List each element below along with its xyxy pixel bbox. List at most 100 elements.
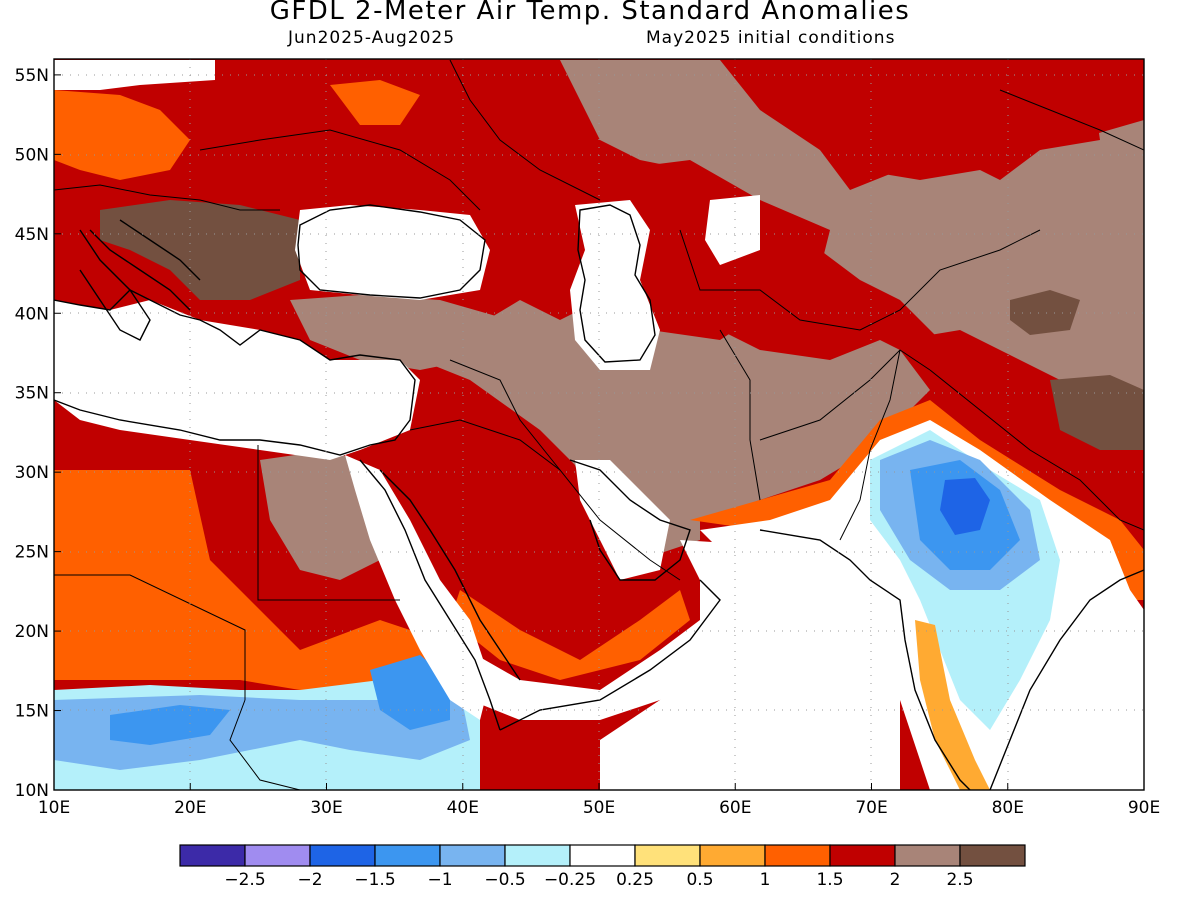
anomaly-region-europe-orange — [54, 90, 190, 180]
lon-tick-label: 30E — [310, 798, 342, 818]
colorbar-swatch — [699, 844, 766, 867]
anomaly-region-chad-blue — [110, 705, 230, 745]
lat-tick-label: 10N — [15, 781, 49, 801]
border-kazakh — [679, 229, 1041, 331]
colorbar-swatch — [504, 844, 571, 867]
mask-red-sea — [345, 455, 490, 720]
lon-tick-label: 80E — [992, 798, 1024, 818]
colorbar: −2.5 −2 −1.5 −1 −0.5 −0.25 0.25 0.5 1 1.5 2 2.5 — [179, 844, 1026, 890]
colorbar-label: 1 — [760, 870, 771, 890]
anomaly-region-sudan-blue — [370, 655, 450, 730]
colorbar-swatch — [309, 844, 376, 867]
lat-tick-label: 55N — [15, 66, 49, 86]
coastlines — [54, 204, 1144, 790]
anomaly-region-india-core — [940, 478, 990, 535]
coastline-caspian — [577, 204, 656, 363]
lat-tick-label: 50N — [15, 145, 49, 165]
coastline-mediterranean — [54, 289, 416, 456]
lat-tick-label: 15N — [15, 702, 49, 722]
border-himalaya — [929, 369, 1144, 531]
anomaly-region-tibet — [1050, 375, 1144, 450]
lon-tick-label: 10E — [38, 798, 70, 818]
colorbar-label: −2.5 — [224, 870, 265, 890]
coastline-black-sea — [297, 204, 486, 299]
colorbar-swatch — [894, 844, 961, 867]
mask-caspian — [570, 200, 660, 370]
anomaly-region-arabia-orange-rim — [450, 590, 690, 680]
border-sudan — [229, 699, 301, 790]
mask-persian-gulf — [575, 460, 670, 580]
lon-tick-label: 20E — [174, 798, 206, 818]
initial-conditions: May2025 initial conditions — [646, 28, 896, 48]
border-ukraine — [199, 129, 481, 211]
coastline-italy — [79, 229, 151, 341]
colorbar-label: 2 — [890, 870, 901, 890]
mask-black-sea — [295, 205, 490, 300]
anomaly-region-balkans — [100, 200, 300, 300]
mask-aral — [705, 195, 760, 265]
longitude-axis: 10E 20E 30E 40E 50E 60E 70E 80E 90E — [38, 783, 1160, 818]
anomaly-field — [54, 59, 1144, 790]
lat-tick-label: 30N — [15, 463, 49, 483]
colorbar-label: −0.25 — [544, 870, 596, 890]
colorbar-label: −0.5 — [484, 870, 525, 890]
anomaly-region-xinjiang — [1010, 290, 1080, 335]
coastline-india-east — [989, 569, 1144, 790]
latitude-axis: 10N 15N 20N 25N 30N 35N 40N 45N 50N 55N — [15, 66, 61, 801]
anomaly-region-yemen — [450, 620, 720, 720]
colorbar-swatch — [569, 844, 636, 867]
colorbar-swatch — [959, 844, 1026, 867]
border-europe — [54, 184, 280, 211]
colorbar-label: −2 — [297, 870, 322, 890]
coastline-gulf — [569, 459, 691, 581]
colorbar-swatch — [439, 844, 506, 867]
border-russia — [449, 59, 601, 201]
anomaly-region-sahel-blue — [54, 670, 470, 770]
coastline-arabia-south — [499, 579, 721, 731]
colorbar-swatch — [244, 844, 311, 867]
colorbar-label: 0.5 — [686, 870, 713, 890]
lat-tick-label: 35N — [15, 384, 49, 404]
colorbar-swatch — [374, 844, 441, 867]
mask-arabian-sea — [600, 540, 900, 790]
border-iran-iraq — [449, 359, 561, 471]
colorbar-label: −1 — [427, 870, 452, 890]
coastline-red-sea — [359, 459, 521, 731]
colorbar-label: −1.5 — [354, 870, 395, 890]
anomaly-region-sahel-orange — [54, 470, 440, 690]
anomaly-region-himalaya-red — [900, 330, 1144, 520]
lat-tick-label: 25N — [15, 543, 49, 563]
lon-tick-label: 50E — [583, 798, 615, 818]
border-libya-egypt — [257, 445, 400, 601]
colorbar-label: 2.5 — [946, 870, 973, 890]
colorbar-swatch — [634, 844, 701, 867]
coastline-india-west — [759, 529, 971, 790]
anomaly-region-russia-orange — [330, 80, 420, 125]
border-india-pak — [839, 349, 901, 541]
borders — [54, 59, 1144, 790]
lat-tick-label: 45N — [15, 225, 49, 245]
colorbar-swatch — [829, 844, 896, 867]
lon-tick-label: 60E — [719, 798, 751, 818]
graticule — [54, 59, 1144, 790]
colorbar-swatch — [179, 844, 246, 867]
lon-tick-label: 70E — [855, 798, 887, 818]
lon-tick-label: 90E — [1128, 798, 1160, 818]
colorbar-label: 0.25 — [616, 870, 654, 890]
lon-tick-label: 40E — [447, 798, 479, 818]
anomaly-region-india-south-warm — [915, 620, 990, 790]
lat-tick-label: 20N — [15, 622, 49, 642]
anomaly-region-anatolia — [290, 295, 520, 370]
forecast-period: Jun2025-Aug2025 — [288, 28, 456, 48]
lat-tick-label: 40N — [15, 304, 49, 324]
anomaly-region-kazakh-red — [780, 60, 1100, 180]
colorbar-swatch — [764, 844, 831, 867]
border-chad — [54, 574, 246, 700]
border-mongolia — [999, 89, 1144, 151]
coastline-adriatic — [89, 219, 201, 311]
colorbar-label: 1.5 — [816, 870, 843, 890]
map-title: GFDL 2-Meter Air Temp. Standard Anomalie… — [269, 0, 911, 26]
mask-mediterranean — [54, 300, 420, 460]
border-pakistan — [759, 349, 931, 441]
